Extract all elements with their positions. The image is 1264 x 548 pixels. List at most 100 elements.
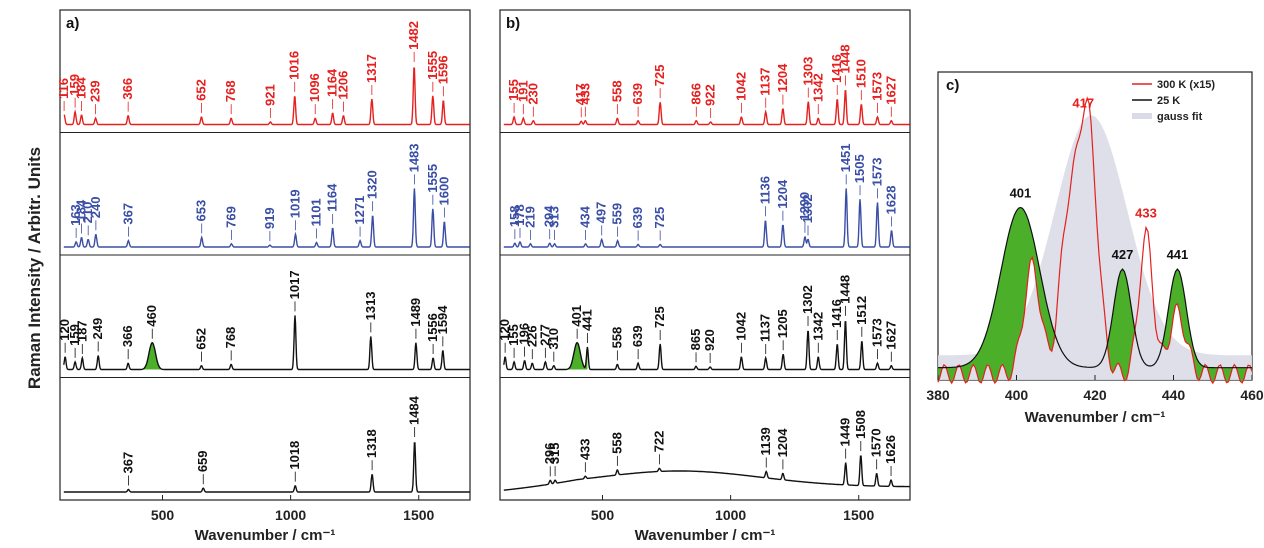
peak-label: 1302 [800, 194, 815, 223]
peak-label: 196 [517, 323, 532, 345]
peak-label: 1627 [883, 76, 898, 105]
peak-label: 230 [525, 83, 540, 105]
peak-label: 434 [578, 205, 593, 227]
peak-label: 1204 [775, 428, 790, 458]
peak-label: 558 [609, 432, 624, 454]
peak-label: 1555 [425, 51, 440, 80]
spectrum-line [503, 90, 910, 126]
peak-label: 240 [88, 197, 103, 219]
x-tick-label: 500 [591, 507, 615, 523]
peak-label: 1320 [365, 170, 380, 199]
peak-label: 296 [542, 443, 557, 465]
peak-label: 1626 [883, 435, 898, 464]
peak-label: 1205 [775, 309, 790, 338]
peak-label: 1512 [854, 296, 869, 325]
peak-label: 1204 [775, 63, 790, 93]
peak-label: 163 [68, 204, 83, 226]
x-axis-label: Wavenumber / cm⁻¹ [635, 527, 776, 544]
x-tick-label: 420 [1083, 387, 1107, 403]
peak-label: 1489 [408, 298, 423, 327]
peak-fill-area [566, 342, 588, 370]
peak-label: 441 [579, 309, 594, 331]
peak-label: 639 [630, 325, 645, 347]
peak-label: 919 [262, 207, 277, 229]
fitted-peak-fill [938, 207, 1252, 384]
peak-label: 1206 [335, 71, 350, 100]
peak-label: 1139 [758, 427, 773, 455]
peak-label: 725 [652, 306, 667, 328]
peak-label: 366 [120, 78, 135, 100]
spectrum-line [63, 442, 470, 493]
peak-label: 1318 [364, 429, 379, 458]
peak-label: 277 [537, 324, 552, 346]
spectrum-line [63, 67, 470, 126]
x-tick-label: 1500 [403, 507, 434, 523]
peak-label: 249 [90, 318, 105, 340]
peak-label: 1573 [869, 72, 884, 101]
peak-label: 120 [57, 319, 72, 341]
peak-label: 155 [506, 324, 521, 346]
peak-label: 1096 [307, 73, 322, 102]
peak-label: 1164 [325, 183, 340, 212]
peak-label: 768 [223, 327, 238, 349]
peak-label: 441 [1167, 247, 1189, 262]
spectrum-line [63, 315, 470, 371]
peak-label: 159 [67, 324, 82, 346]
peak-label: 460 [144, 305, 159, 327]
legend-label: 300 K (x15) [1157, 79, 1215, 91]
peak-label: 433 [577, 83, 592, 105]
panel-label: b) [506, 15, 520, 32]
peak-label: 866 [688, 83, 703, 105]
peak-label: 722 [651, 431, 666, 453]
peak-label: 116 [56, 78, 71, 99]
peak-label: 921 [262, 84, 277, 106]
peak-label: 401 [1010, 186, 1032, 201]
x-tick-label: 460 [1240, 387, 1264, 403]
spectrum-line [503, 188, 910, 248]
peak-label: 639 [630, 83, 645, 105]
peak-label: 210 [80, 202, 95, 224]
peak-label: 1342 [810, 312, 825, 341]
peak-label: 865 [688, 329, 703, 351]
peak-label: 1508 [853, 410, 868, 439]
spectrum-line [503, 321, 910, 371]
y-axis-label: Raman Intensity / Arbitr. Units [25, 147, 44, 389]
peak-label: 417 [573, 84, 588, 106]
x-tick-label: 500 [151, 507, 175, 523]
peak-label: 1628 [884, 186, 899, 215]
panel-label: c) [946, 77, 959, 94]
peak-label: 1342 [810, 73, 825, 102]
peak-label: 1290 [797, 192, 812, 221]
peak-label: 497 [594, 202, 609, 224]
peak-label: 1505 [852, 154, 867, 183]
peak-label: 653 [194, 200, 209, 222]
spectrum-line [503, 455, 910, 491]
peak-label: 725 [652, 207, 667, 229]
peak-label: 1016 [287, 51, 302, 80]
peak-label: 1313 [363, 291, 378, 320]
peak-label: 184 [74, 76, 89, 98]
peak-label: 1136 [757, 176, 772, 204]
peak-label: 1271 [352, 196, 367, 225]
peak-label: 1204 [775, 179, 790, 209]
peak-label: 159 [67, 74, 82, 96]
peak-label: 652 [193, 79, 208, 101]
peak-label: 922 [703, 84, 718, 106]
peak-label: 417 [1072, 95, 1094, 110]
peak-label: 367 [120, 452, 135, 474]
legend-label: gauss fit [1157, 111, 1203, 123]
x-axis-label: Wavenumber / cm⁻¹ [195, 527, 336, 544]
peak-label: 559 [610, 203, 625, 225]
panel-label: a) [66, 15, 79, 32]
peak-label: 313 [547, 206, 562, 228]
peak-label: 659 [195, 450, 210, 472]
peak-label: 294 [542, 205, 557, 227]
legend-label: 25 K [1157, 95, 1180, 107]
x-tick-label: 400 [1005, 387, 1029, 403]
peak-label: 1018 [287, 441, 302, 470]
peak-label: 315 [547, 442, 562, 464]
peak-label: 1573 [869, 157, 884, 186]
x-tick-label: 1500 [843, 507, 874, 523]
peak-label: 187 [74, 320, 89, 342]
